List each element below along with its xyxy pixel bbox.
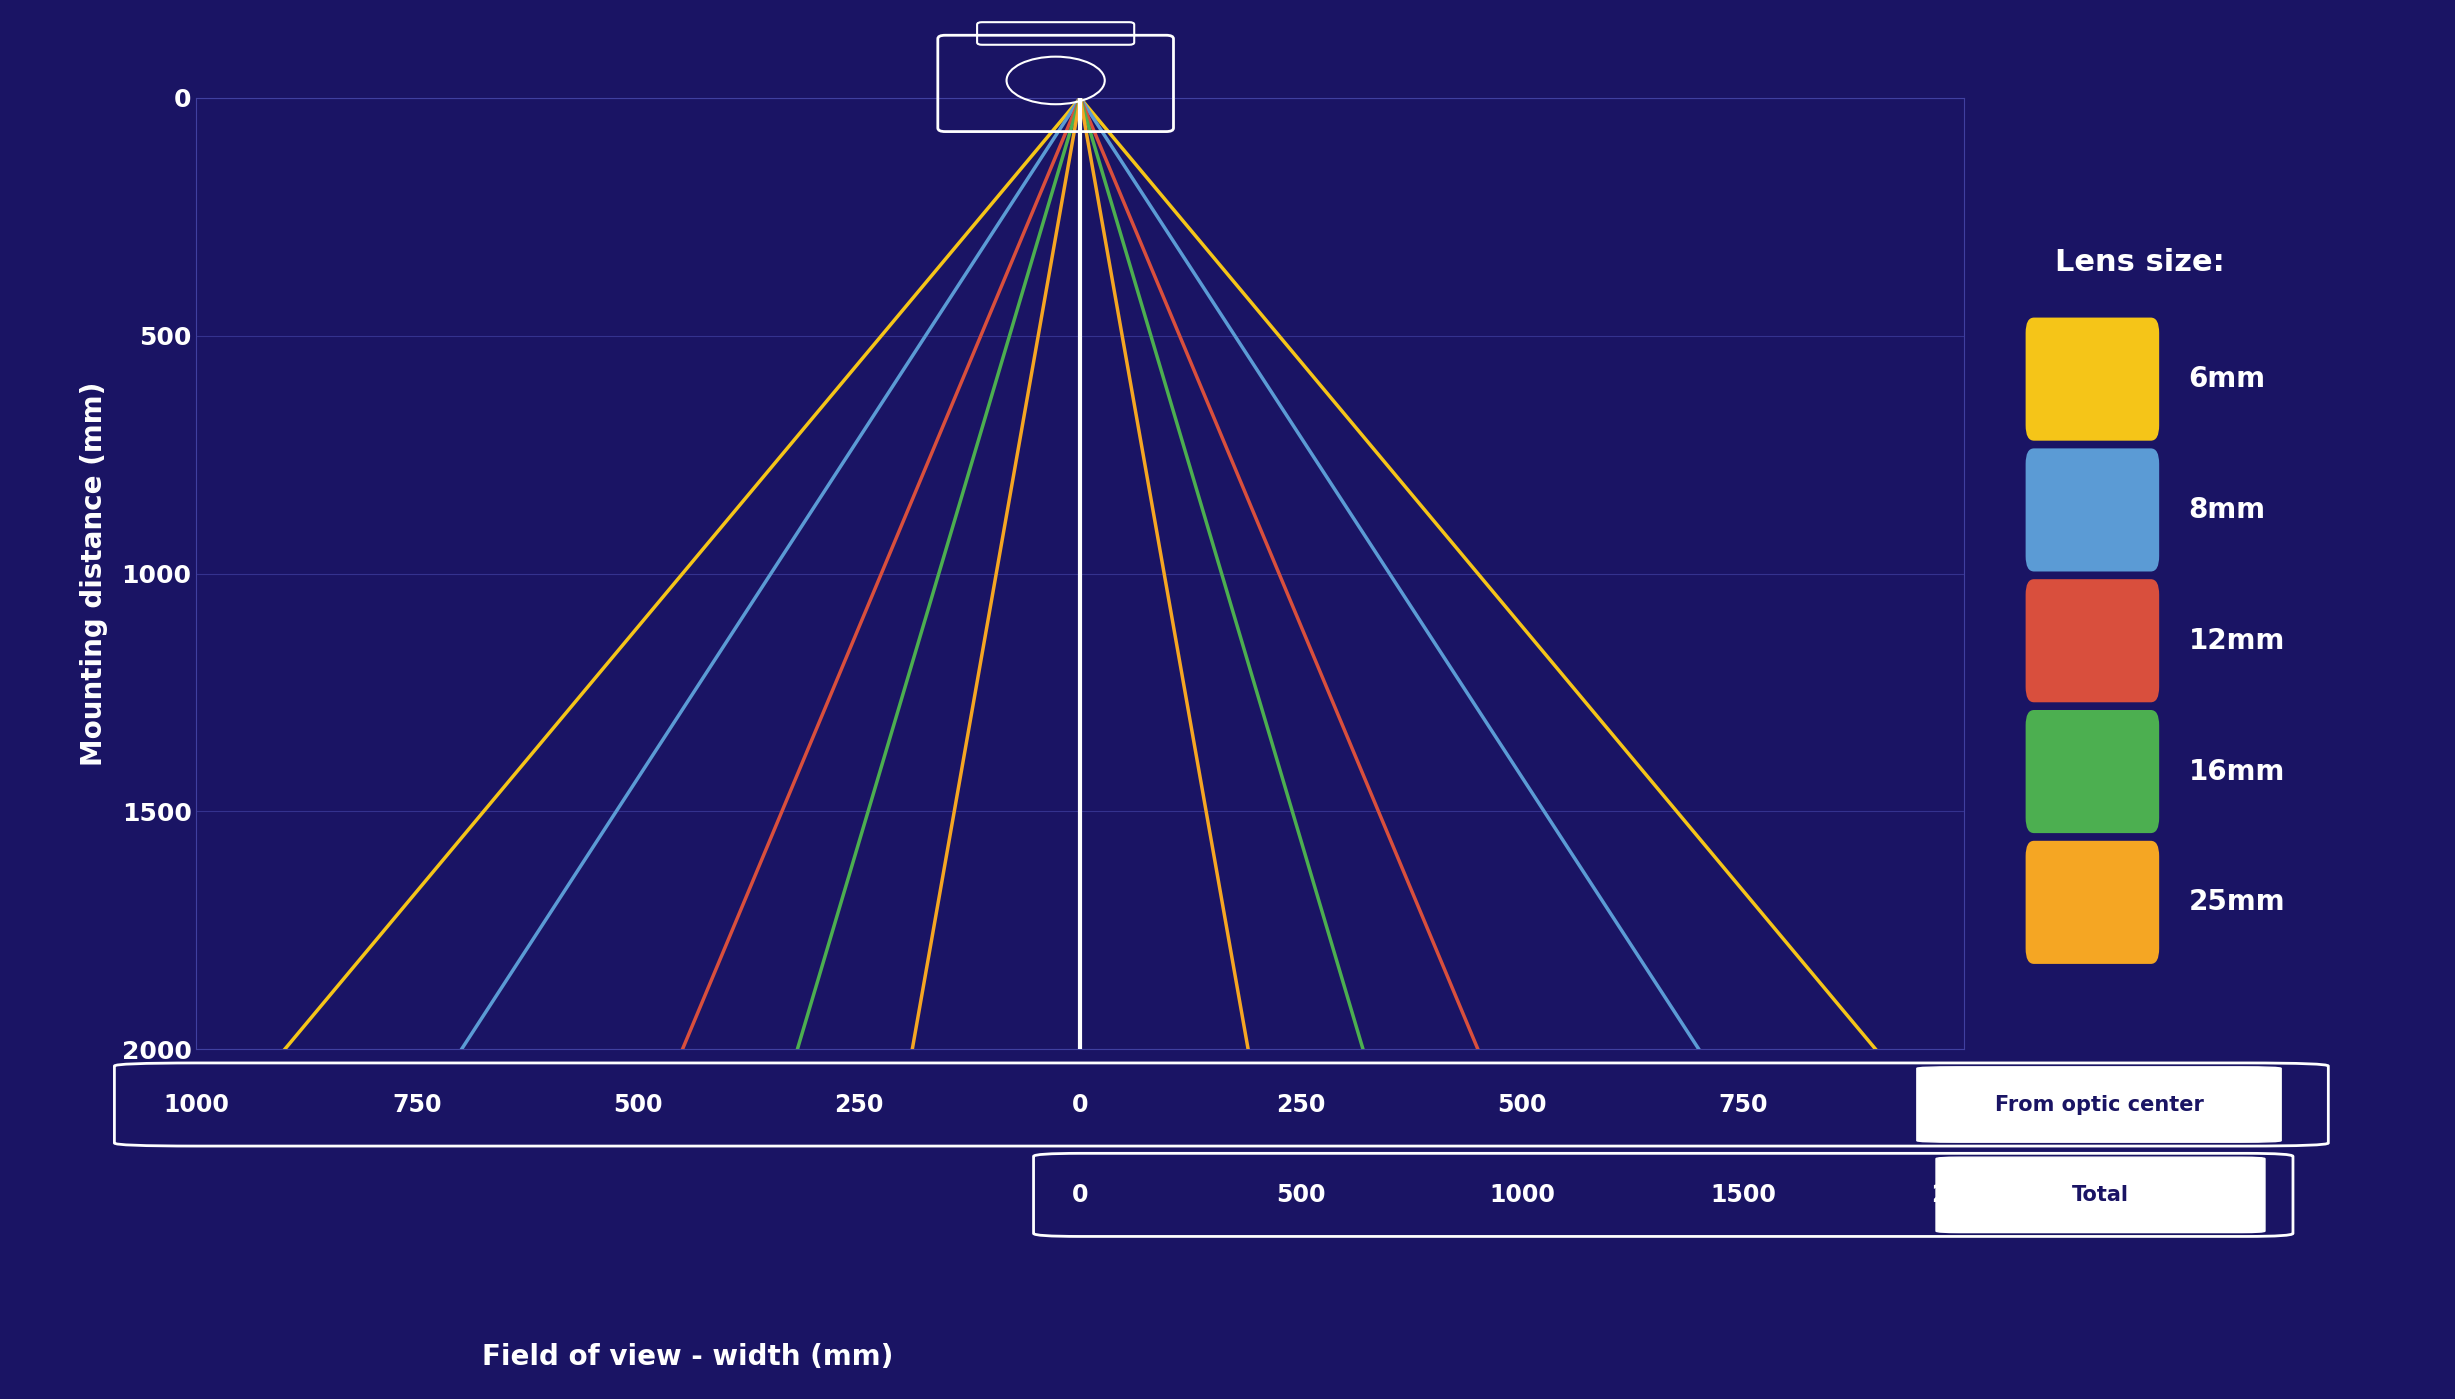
FancyBboxPatch shape [2025, 841, 2160, 964]
Text: 8mm: 8mm [2187, 495, 2266, 525]
Text: 2000: 2000 [1932, 1184, 1996, 1207]
Text: 1000: 1000 [164, 1093, 228, 1116]
FancyBboxPatch shape [1917, 1067, 2281, 1142]
Text: 25mm: 25mm [2187, 888, 2286, 916]
FancyBboxPatch shape [2025, 579, 2160, 702]
Text: 500: 500 [1277, 1184, 1326, 1207]
Text: 6mm: 6mm [2187, 365, 2266, 393]
Text: 1000: 1000 [1932, 1093, 1996, 1116]
FancyBboxPatch shape [1937, 1157, 2266, 1233]
Text: Field of view - width (mm): Field of view - width (mm) [481, 1343, 894, 1371]
Y-axis label: Mounting distance (mm): Mounting distance (mm) [79, 382, 108, 765]
Text: 0: 0 [1073, 1093, 1088, 1116]
FancyBboxPatch shape [2025, 318, 2160, 441]
Text: 500: 500 [1498, 1093, 1547, 1116]
Text: From optic center: From optic center [1993, 1094, 2205, 1115]
Text: Lens size:: Lens size: [2055, 249, 2224, 277]
Text: 250: 250 [835, 1093, 884, 1116]
Text: 250: 250 [1277, 1093, 1326, 1116]
FancyBboxPatch shape [2025, 448, 2160, 571]
Text: 500: 500 [614, 1093, 663, 1116]
Text: 1000: 1000 [1490, 1184, 1554, 1207]
FancyBboxPatch shape [1034, 1153, 2293, 1237]
FancyBboxPatch shape [2025, 709, 2160, 832]
Text: 0: 0 [1073, 1184, 1088, 1207]
Text: 750: 750 [1718, 1093, 1768, 1116]
Text: 1500: 1500 [1711, 1184, 1775, 1207]
FancyBboxPatch shape [115, 1063, 2327, 1146]
Text: Total: Total [2072, 1185, 2128, 1205]
Text: 12mm: 12mm [2187, 627, 2286, 655]
Text: 750: 750 [393, 1093, 442, 1116]
Text: 16mm: 16mm [2187, 757, 2286, 786]
